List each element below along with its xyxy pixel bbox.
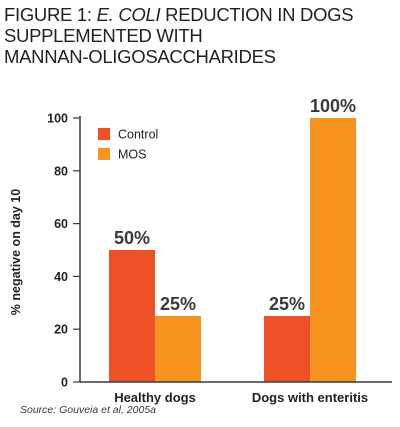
y-tick-label: 40	[54, 270, 68, 284]
bar-value-label: 50%	[114, 228, 150, 248]
bars	[109, 118, 356, 382]
title-line-2: SUPPLEMENTED WITH	[4, 25, 203, 46]
source-note: Source: Gouveia et al, 2005a	[20, 404, 157, 416]
bar-value-label: 25%	[269, 294, 305, 314]
y-axis-title: % negative on day 10	[9, 189, 23, 315]
bar-mos	[310, 118, 356, 382]
title-italic: E. COLI	[96, 4, 161, 25]
legend-label-mos: MOS	[118, 148, 146, 162]
legend-swatch-control	[98, 128, 110, 140]
bar-value-label: 100%	[310, 96, 356, 116]
legend-label-control: Control	[118, 128, 158, 142]
y-tick-label: 100	[47, 112, 68, 126]
y-tick-label: 20	[54, 323, 68, 337]
category-label: Dogs with enteritis	[252, 390, 368, 405]
title-prefix: FIGURE 1:	[4, 4, 97, 25]
bar-value-label: 25%	[160, 294, 196, 314]
legend: Control MOS	[98, 128, 158, 162]
y-axis-title-group: % negative on day 10	[9, 189, 23, 315]
title-line-3: MANNAN-OLIGOSACCHARIDES	[4, 46, 276, 67]
axes	[79, 116, 392, 383]
title-suffix: REDUCTION IN DOGS	[160, 4, 354, 25]
y-tick-label: 60	[54, 217, 68, 231]
figure-title: FIGURE 1: E. COLI REDUCTION IN DOGS SUPP…	[4, 4, 396, 67]
bar-control	[264, 316, 310, 382]
y-axis-ticks: 0 20 40 60 80 100	[47, 112, 80, 390]
y-tick-label: 0	[61, 376, 68, 390]
title-line-1: FIGURE 1: E. COLI REDUCTION IN DOGS	[4, 4, 396, 25]
bar-mos	[155, 316, 201, 382]
bar-value-labels: 50% 25% 25% 100%	[114, 96, 356, 314]
legend-swatch-mos	[98, 148, 110, 160]
category-label: Healthy dogs	[114, 390, 196, 405]
y-tick-label: 80	[54, 164, 68, 178]
bar-control	[109, 250, 155, 382]
category-labels: Healthy dogs Dogs with enteritis	[114, 390, 368, 405]
